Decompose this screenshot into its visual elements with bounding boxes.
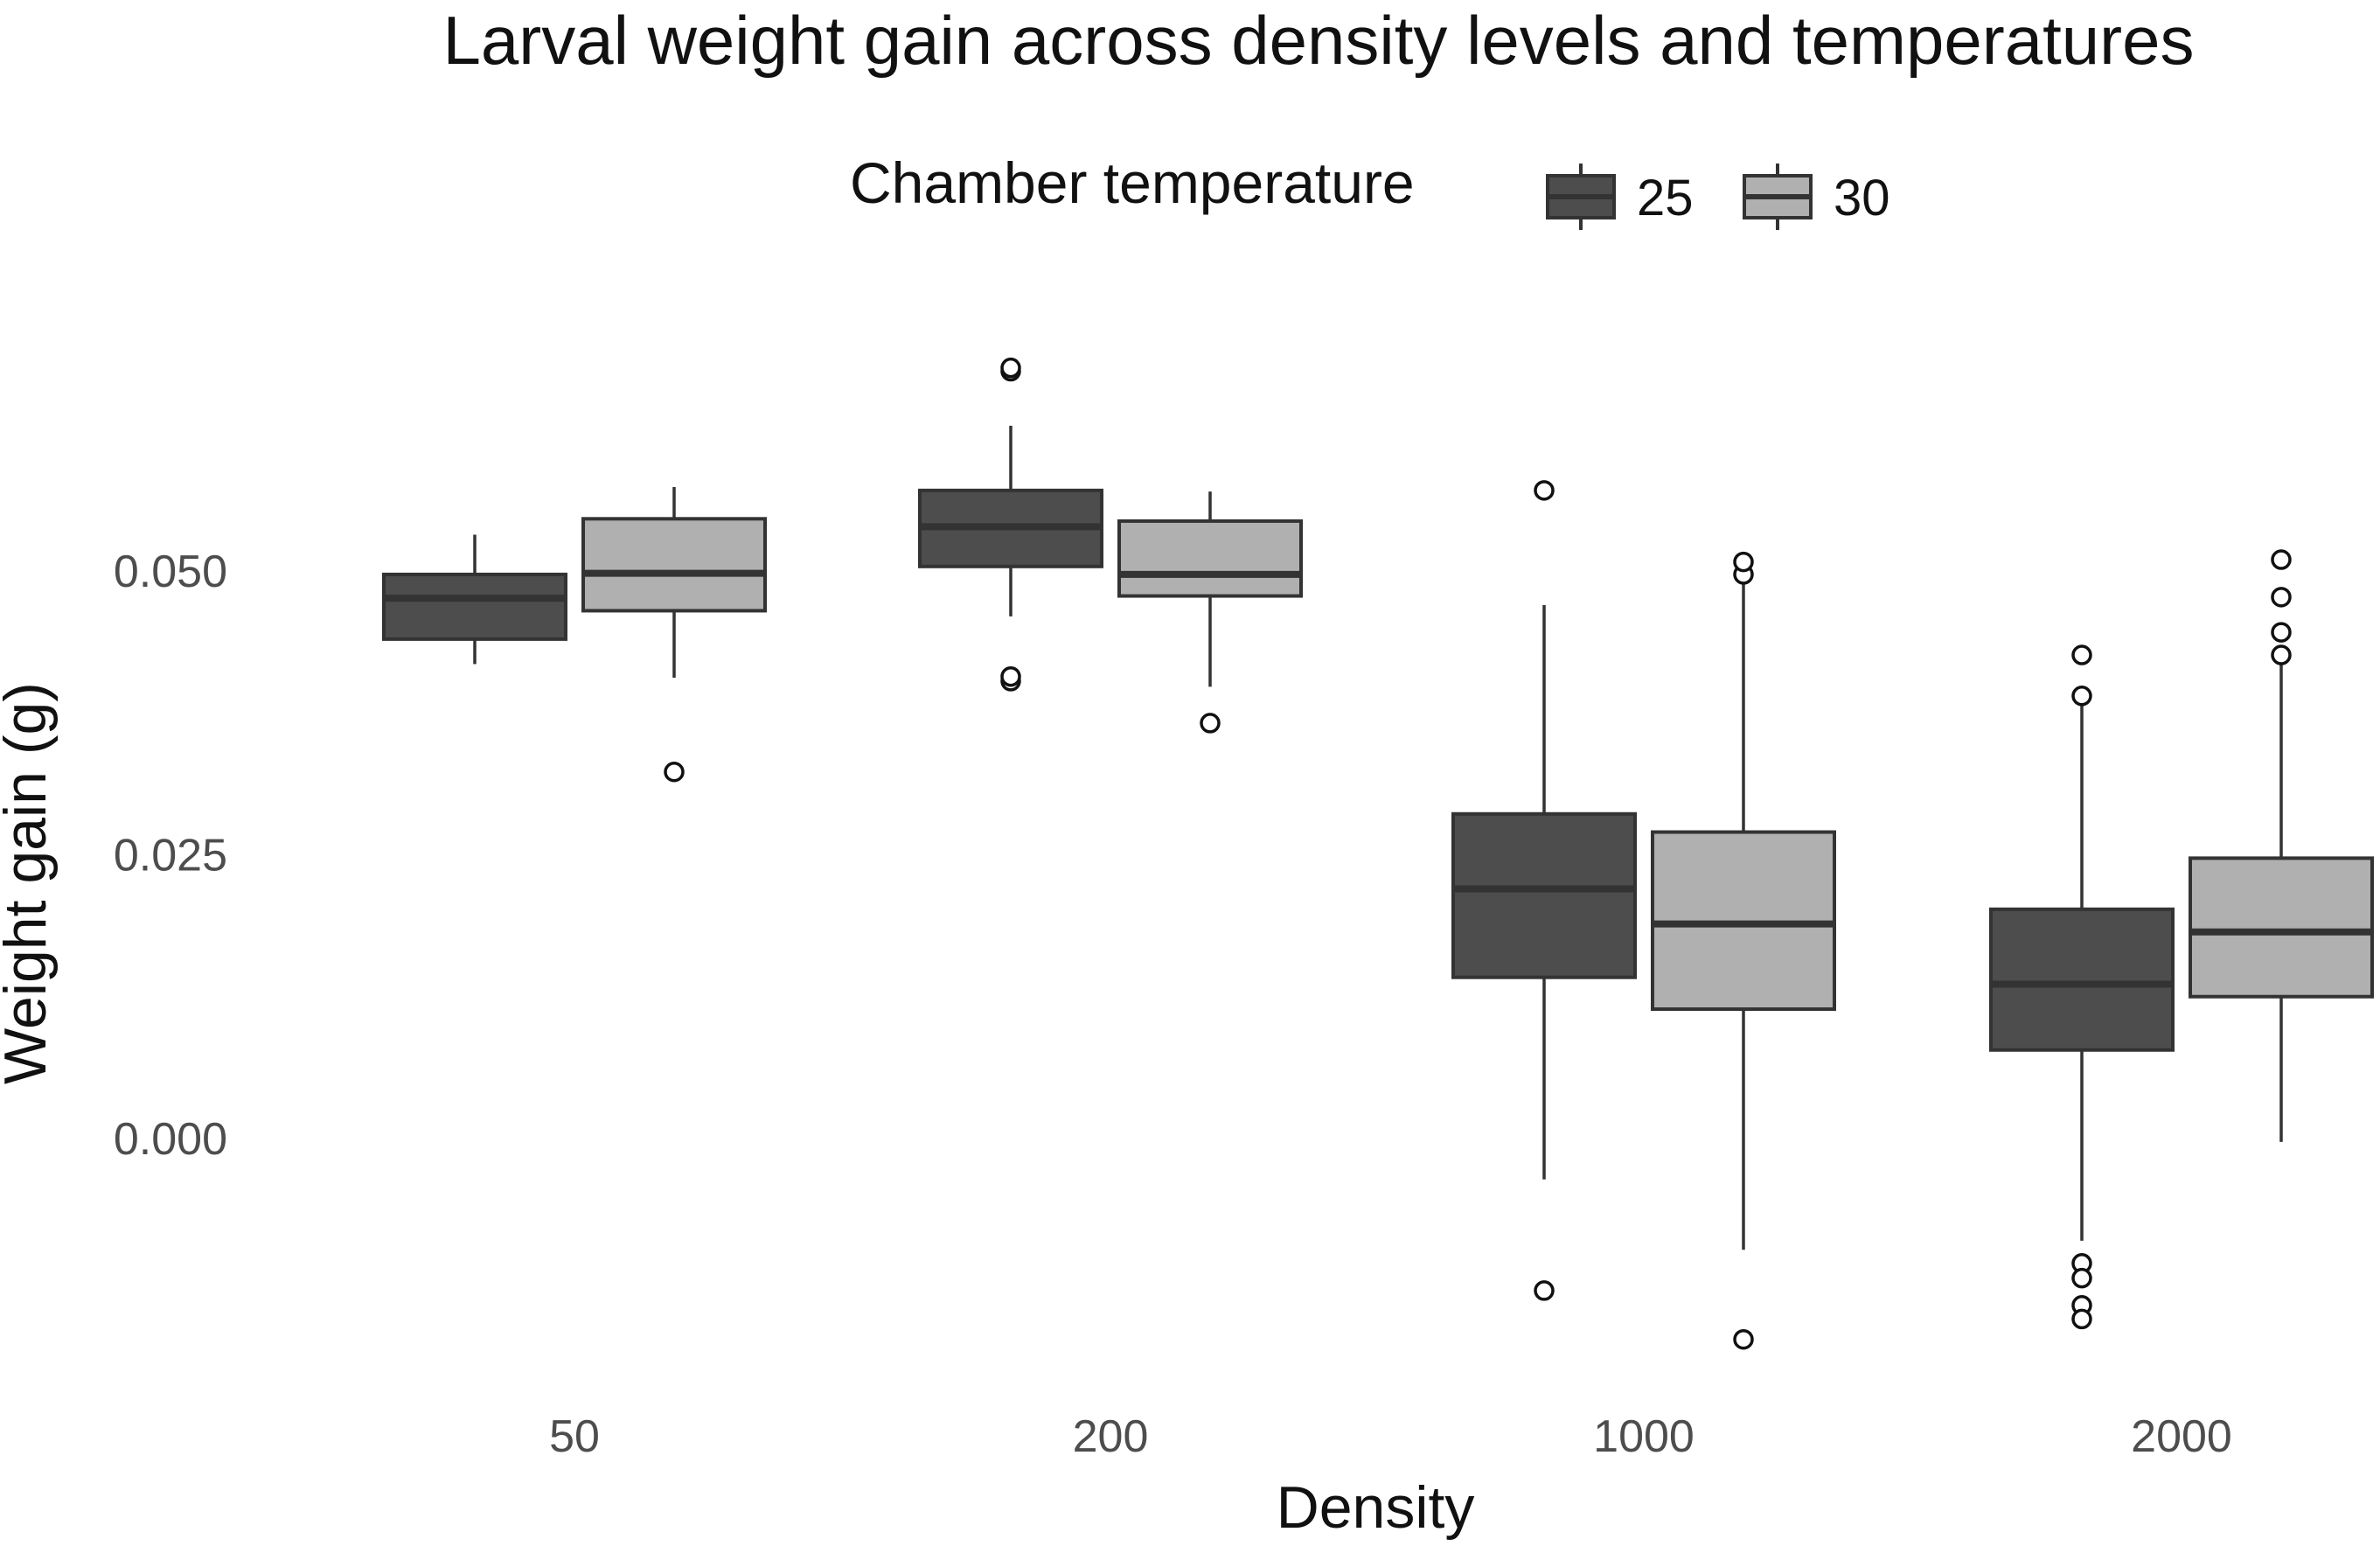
outlier-point bbox=[1733, 551, 1754, 573]
outlier-point bbox=[2071, 686, 2092, 707]
legend-entry: 30 bbox=[1743, 164, 1890, 230]
outlier-point bbox=[2071, 1308, 2092, 1330]
box-group bbox=[1651, 551, 1836, 1350]
box-iqr bbox=[581, 517, 767, 613]
x-tick-label: 1000 bbox=[1593, 1411, 1695, 1462]
box-group bbox=[1989, 644, 2175, 1330]
box-iqr bbox=[1989, 907, 2175, 1052]
y-axis-ticks: 0.000 0.025 0.050 bbox=[114, 547, 227, 1165]
box-group bbox=[1451, 480, 1637, 1301]
box-group bbox=[918, 357, 1103, 692]
x-tick-label: 2000 bbox=[2131, 1411, 2232, 1462]
outlier-point bbox=[2271, 622, 2292, 643]
x-axis-title: Density bbox=[1277, 1474, 1475, 1541]
outlier-point bbox=[664, 761, 685, 783]
y-axis-title: Weight gain (g) bbox=[0, 682, 59, 1084]
box-group bbox=[1117, 491, 1303, 734]
boxes bbox=[382, 357, 2374, 1350]
outlier-point bbox=[2271, 549, 2292, 570]
outlier-point bbox=[2071, 644, 2092, 665]
box-iqr bbox=[2189, 856, 2374, 999]
chart-title: Larval weight gain across density levels… bbox=[442, 2, 2194, 79]
box-group bbox=[581, 486, 767, 783]
outlier-point bbox=[1000, 665, 1021, 687]
outlier-point bbox=[1733, 1328, 1754, 1350]
outlier-point bbox=[2071, 1267, 2092, 1289]
legend-label: 25 bbox=[1637, 170, 1694, 226]
box-iqr bbox=[1117, 519, 1303, 598]
y-tick-label: 0.025 bbox=[114, 831, 227, 881]
y-tick-label: 0.050 bbox=[114, 547, 227, 597]
x-axis-ticks: 50 200 1000 2000 bbox=[549, 1411, 2232, 1462]
legend-entry: 25 bbox=[1546, 164, 1694, 230]
outlier-point bbox=[2271, 587, 2292, 608]
outlier-point bbox=[1534, 480, 1555, 501]
y-tick-label: 0.000 bbox=[114, 1114, 227, 1165]
legend-label: 30 bbox=[1834, 170, 1890, 226]
outlier-point bbox=[1200, 713, 1221, 734]
box-iqr bbox=[1451, 811, 1637, 979]
outlier-point bbox=[2271, 644, 2292, 665]
outlier-point bbox=[1000, 357, 1021, 379]
legend: Chamber temperature 25 30 bbox=[850, 150, 1890, 230]
outlier-point bbox=[1534, 1280, 1555, 1301]
x-tick-label: 200 bbox=[1073, 1411, 1149, 1462]
x-tick-label: 50 bbox=[549, 1411, 600, 1462]
legend-title: Chamber temperature bbox=[850, 150, 1415, 215]
box-group bbox=[382, 534, 567, 665]
box-group bbox=[2189, 549, 2374, 1142]
box-iqr bbox=[382, 572, 567, 641]
